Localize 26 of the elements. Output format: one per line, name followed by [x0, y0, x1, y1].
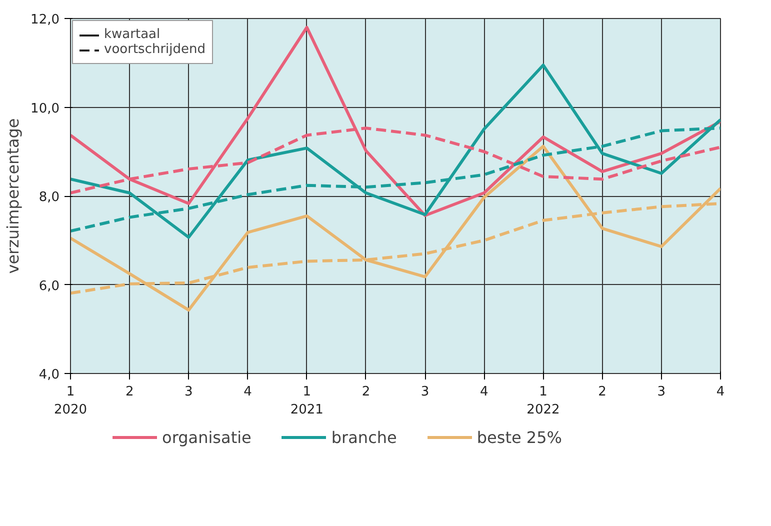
x-tick-label: 2	[125, 384, 134, 400]
x-tick-label: 3	[184, 384, 193, 400]
annotation: kwartaal	[104, 27, 160, 42]
x-tick-label: 4	[480, 384, 488, 400]
y-tick-label: 8,0	[38, 190, 60, 205]
x-tick-label: 1 2020	[54, 384, 88, 418]
annotation: voortschrijdend	[104, 42, 206, 57]
x-tick-label: 4	[716, 384, 725, 400]
x-tick-label: 3	[420, 384, 430, 400]
x-tick-label: 2	[362, 384, 370, 400]
x-tick-label: 1 2021	[290, 384, 324, 418]
legend-label: organisatie	[162, 428, 252, 446]
y-tick-label: 6,0	[38, 278, 60, 294]
y-tick-label: 4,0	[38, 368, 60, 382]
legend-label: beste 25%	[476, 428, 562, 446]
line-series	[70, 144, 720, 312]
y-tick-label: 10,0	[30, 101, 60, 116]
line-series	[70, 64, 720, 239]
x-tick-label: 4	[244, 384, 252, 400]
y-axis-title: verzuimpercentage	[4, 118, 23, 274]
x-tick-label: 1 2022	[526, 384, 560, 418]
legend-label: branche	[331, 428, 397, 446]
y-tick-label: 12,0	[30, 12, 60, 28]
x-tick-label: 3	[657, 384, 666, 400]
x-tick-label: 2	[598, 384, 606, 400]
line-series	[70, 26, 720, 218]
